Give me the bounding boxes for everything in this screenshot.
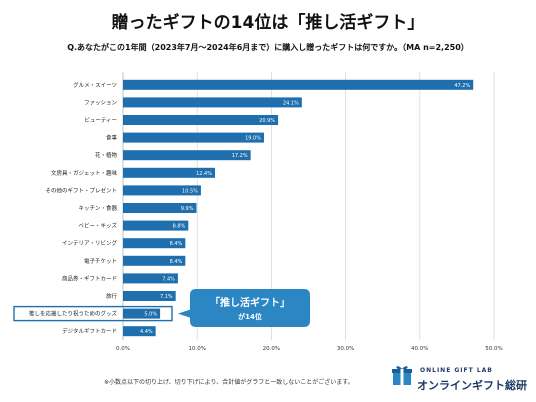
value-label: 4.4% [140,329,153,335]
gift-box-icon [392,366,412,385]
category-label: ファッション [84,99,118,106]
x-tick-label: 40.0% [411,346,428,352]
brand-name: オンラインギフト総研 [417,379,527,392]
category-label: 推しを応援したり祝うためのグッズ [29,310,118,318]
brand-tagline: ONLINE GIFT LAB [420,367,493,374]
category-label: 旅行 [106,292,118,300]
category-label: インテリア・リビング [62,239,118,247]
value-label: 17.2% [232,153,248,159]
bar [123,79,474,90]
value-label: 19.0% [245,136,261,142]
callout-line2: が14位 [238,312,262,321]
bar [123,273,178,284]
category-label: グルメ・スイーツ [73,81,117,89]
value-label: 24.1% [283,100,299,106]
value-label: 47.2% [454,83,470,89]
value-label: 12.4% [196,171,212,177]
bar [123,326,156,337]
bar [123,185,201,196]
bar [123,150,251,161]
category-label: キッチン・食器 [78,204,117,212]
bar [123,238,186,249]
value-label: 8.4% [170,259,183,265]
category-label: 電子チケット [84,258,117,265]
bar [123,291,176,301]
x-tick-label: 0.0% [116,346,130,352]
category-label: 文房具・ガジェット・趣味 [51,169,118,177]
footnote: ※小数点以下の切り上げ、切り下げにより、合計値がグラフと一致しないことがございま… [104,379,354,386]
category-label: ベビー・キッズ [78,222,117,230]
x-tick-label: 10.0% [188,346,205,352]
category-label: 商品券・ギフトカード [62,274,117,282]
bar [123,220,189,231]
value-label: 8.8% [173,224,186,230]
bar [123,97,302,108]
x-tick-label: 20.0% [263,346,280,352]
x-tick-label: 30.0% [337,346,354,352]
bar [123,167,216,178]
category-label: その他のギフト・プレゼント [45,186,117,194]
chart-title: 贈ったギフトの14位は「推し活ギフト」 [111,13,425,33]
bar [123,255,186,266]
chart-subtitle: Q.あなたがこの1年間（2023年7月〜2024年6月まで）に購入し贈ったギフト… [67,43,469,52]
category-label: デジタルギフトカード [62,327,117,335]
highlight-box [13,305,173,322]
bar [123,308,161,319]
callout-line1: 「推し活ギフト」 [210,296,290,309]
category-label: 花・植物 [95,151,118,159]
value-label: 7.4% [162,276,175,282]
value-label: 8.4% [170,241,183,247]
category-label: ビューティー [84,116,117,124]
value-label: 9.9% [181,206,194,212]
bar [123,203,197,213]
bar [123,132,264,143]
value-label: 20.9% [259,118,275,124]
bar [123,115,279,125]
category-label: 食事 [106,134,118,142]
x-tick-label: 50.0% [485,346,502,352]
value-label: 5.0% [144,312,157,318]
value-label: 7.1% [160,294,173,300]
value-label: 10.5% [182,188,198,194]
callout-bubble [178,289,310,327]
